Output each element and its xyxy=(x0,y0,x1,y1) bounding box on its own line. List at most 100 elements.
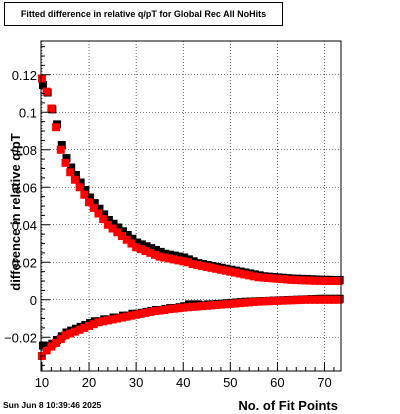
red-point-lower xyxy=(99,317,108,326)
red-point-upper xyxy=(301,276,310,285)
red-point-upper xyxy=(132,243,141,252)
black-point-upper xyxy=(95,204,104,213)
red-point-upper xyxy=(315,276,324,285)
red-point-upper xyxy=(155,252,164,261)
red-point-lower xyxy=(193,302,202,311)
red-point-upper xyxy=(75,183,84,192)
red-point-upper xyxy=(226,267,235,276)
red-point-upper xyxy=(99,215,108,224)
chart-title: Fitted difference in relative q/pT for G… xyxy=(20,9,267,19)
red-point-lower xyxy=(113,314,122,323)
red-point-lower xyxy=(315,295,324,304)
x-tick-label: 30 xyxy=(129,375,143,390)
x-axis-label: No. of Fit Points xyxy=(238,398,338,413)
chart-title-box: Fitted difference in relative q/pT for G… xyxy=(4,2,283,26)
x-tick-label: 10 xyxy=(35,375,49,390)
black-point-upper xyxy=(90,199,99,208)
red-point-lower xyxy=(245,298,254,307)
red-point-upper xyxy=(165,254,174,263)
red-point-upper xyxy=(245,271,254,280)
red-point-lower xyxy=(52,338,61,347)
red-point-lower xyxy=(103,316,112,325)
red-point-upper xyxy=(235,269,244,278)
red-point-upper xyxy=(311,276,320,285)
red-point-upper xyxy=(94,209,103,218)
black-point-upper xyxy=(104,216,113,224)
red-point-upper xyxy=(169,255,178,264)
x-tick-label: 70 xyxy=(317,375,331,390)
red-point-upper xyxy=(249,272,258,281)
black-point-upper xyxy=(100,210,109,219)
red-point-lower xyxy=(264,297,273,306)
y-tick-label: 0.1 xyxy=(19,105,37,120)
red-point-upper xyxy=(122,235,131,244)
red-point-upper xyxy=(329,277,338,285)
red-point-lower xyxy=(287,296,296,305)
red-point-upper xyxy=(61,158,70,167)
y-tick-label: 0.02 xyxy=(12,255,37,270)
red-point-upper xyxy=(146,248,155,257)
red-point-lower xyxy=(47,342,56,351)
red-point-upper xyxy=(103,220,112,229)
red-point-upper xyxy=(52,123,61,132)
red-point-upper xyxy=(127,239,136,248)
y-tick-label: 0.06 xyxy=(12,180,37,195)
red-point-lower xyxy=(240,298,249,307)
red-point-upper xyxy=(66,168,75,177)
red-point-upper xyxy=(231,268,240,277)
red-point-upper xyxy=(150,250,159,259)
red-point-upper xyxy=(273,274,282,283)
red-point-lower xyxy=(207,301,216,310)
red-point-lower xyxy=(61,331,70,340)
red-point-lower xyxy=(221,300,230,309)
red-point-lower xyxy=(226,299,235,308)
red-point-upper xyxy=(296,276,305,285)
red-point-lower xyxy=(212,301,221,309)
black-point-upper xyxy=(114,223,123,232)
timestamp: Sun Jun 8 10:39:46 2025 xyxy=(3,400,102,410)
black-point-upper xyxy=(71,171,80,179)
red-point-lower xyxy=(136,309,145,318)
black-point-upper xyxy=(76,178,85,187)
red-point-lower xyxy=(202,301,211,310)
red-point-lower xyxy=(141,308,150,317)
red-point-upper xyxy=(174,256,183,265)
red-point-upper xyxy=(264,274,273,282)
red-point-upper xyxy=(136,245,145,254)
red-point-upper xyxy=(325,277,334,285)
red-point-upper xyxy=(183,258,192,267)
red-point-upper xyxy=(37,74,46,83)
red-point-lower xyxy=(155,306,164,315)
red-point-lower xyxy=(231,299,240,308)
red-point-upper xyxy=(70,175,79,184)
red-point-lower xyxy=(278,296,287,305)
red-point-lower xyxy=(188,302,197,311)
y-tick-label: 0 xyxy=(30,293,37,308)
red-point-upper xyxy=(268,274,277,283)
red-point-lower xyxy=(273,296,282,305)
black-point-upper xyxy=(119,227,128,236)
red-point-lower xyxy=(216,300,225,309)
black-point-upper xyxy=(128,234,137,243)
red-point-upper xyxy=(287,275,296,284)
red-point-lower xyxy=(292,296,301,305)
red-point-upper xyxy=(85,198,94,207)
red-point-lower xyxy=(42,346,51,355)
y-tick-label: 0.04 xyxy=(12,218,37,233)
red-point-lower xyxy=(127,311,136,320)
red-point-upper xyxy=(160,253,169,262)
red-point-upper xyxy=(42,87,51,96)
black-point-upper xyxy=(62,154,71,163)
red-point-lower xyxy=(94,318,103,327)
x-tick-label: 20 xyxy=(82,375,96,390)
red-point-lower xyxy=(235,299,244,308)
x-tick-label: 40 xyxy=(176,375,190,390)
red-point-upper xyxy=(193,261,202,270)
red-point-upper xyxy=(259,273,268,282)
red-point-lower xyxy=(118,313,127,322)
red-point-lower xyxy=(249,298,258,306)
red-point-lower xyxy=(108,315,117,324)
red-point-lower xyxy=(334,295,343,304)
black-point-upper xyxy=(109,219,118,228)
